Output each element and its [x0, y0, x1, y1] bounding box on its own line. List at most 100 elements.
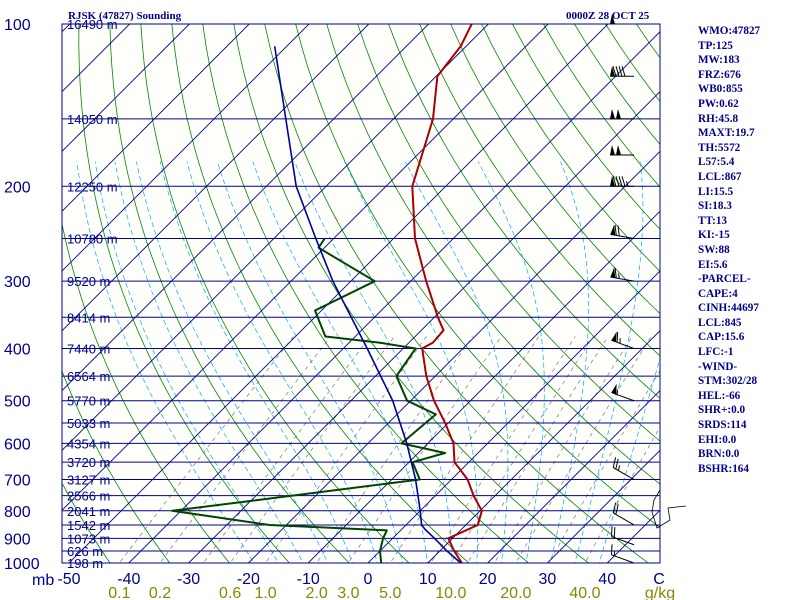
pressure-tick-label: 100 — [4, 17, 31, 34]
moist-adiabat-line — [94, 161, 279, 563]
wind-barb — [610, 145, 634, 156]
temperature-tick-label: -20 — [237, 571, 260, 588]
wind-barb-full — [621, 66, 626, 77]
pressure-tick-label: 300 — [4, 274, 31, 291]
wind-barb-half — [618, 273, 620, 279]
mixing-ratio-line — [229, 336, 395, 563]
index-item: WB0:855 — [698, 83, 743, 96]
index-item: LI:15.5 — [698, 185, 734, 198]
plot-border — [61, 23, 661, 564]
parcel-profile-line — [273, 46, 463, 563]
height-label: 2041 m — [67, 504, 110, 519]
isotherm-line — [187, 90, 660, 563]
index-item: EI:5.6 — [698, 258, 728, 271]
sounding-time: 0000Z 28 OCT 25 — [566, 10, 650, 22]
index-item: KI:-15 — [698, 229, 730, 242]
mixing-ratio-label: 0.2 — [149, 585, 171, 600]
wind-barb-pennant — [610, 176, 615, 187]
dry-adiabat-line — [202, 24, 530, 563]
height-label: 14050 m — [67, 112, 118, 127]
index-item: SW:88 — [698, 243, 730, 256]
temperature-profile-line — [411, 24, 483, 563]
dry-adiabat-line — [62, 482, 111, 563]
moist-adiabat-line — [114, 161, 304, 563]
height-label: 3720 m — [67, 455, 110, 470]
height-labels: 16490 m 14050 m 12250 m 10780 m 9520 m 8414 m… — [67, 17, 118, 571]
index-item: L57:5.4 — [698, 156, 735, 169]
index-item: BSHR:164 — [698, 462, 749, 475]
wind-barb-pennant — [616, 145, 621, 155]
isotherm-line — [62, 24, 490, 452]
wind-barb-full — [615, 458, 619, 470]
index-item: CINH:44697 — [698, 302, 759, 315]
wind-barb-staff — [612, 467, 635, 480]
pressure-unit-label: mb — [32, 572, 54, 589]
mixing-ratio-line — [493, 336, 633, 563]
wind-barb-pennant — [610, 14, 615, 24]
isotherm-line — [62, 24, 430, 392]
dry-adiabat-line — [171, 24, 470, 563]
moist-adiabat-line — [574, 161, 644, 563]
mixing-ratio-label: 1.0 — [254, 585, 276, 600]
mixing-ratio-label: 20.0 — [500, 585, 531, 600]
height-label: 9520 m — [67, 274, 110, 289]
index-item: SRDS:114 — [698, 419, 747, 432]
moist-adiabat-line — [76, 161, 255, 563]
wind-barb-full — [612, 457, 617, 468]
wind-barb-full — [621, 176, 626, 187]
wind-barb-full — [615, 176, 620, 187]
wind-barb-staff — [612, 512, 635, 526]
wind-barb-full — [616, 331, 619, 343]
dry-adiabat-line — [481, 24, 660, 272]
dry-adiabat-line — [450, 24, 660, 315]
index-item: TT:13 — [698, 214, 728, 227]
index-item: MW:183 — [698, 54, 740, 67]
height-label: 4354 m — [67, 436, 110, 451]
wind-barbs — [610, 14, 635, 564]
wind-barb — [612, 502, 635, 526]
moist-adiabat-line — [404, 161, 509, 563]
temperature-tick-label: 40 — [598, 571, 616, 588]
isotherm-line — [62, 24, 370, 332]
moist-adiabat-line — [344, 161, 479, 563]
hodograph-trace — [651, 489, 687, 529]
mixing-ratio-line — [202, 336, 371, 563]
station-title: RJSK (47827) Sounding — [68, 10, 182, 22]
dewpoint-profile-line — [171, 237, 447, 563]
moist-adiabat-line — [550, 161, 589, 563]
height-label: 198 m — [67, 556, 103, 571]
wind-barb — [610, 267, 635, 282]
height-label: 1542 m — [67, 518, 110, 533]
wind-barb-half — [626, 181, 629, 187]
mixing-ratio-line — [467, 336, 609, 563]
mixing-ratio-label: 10.0 — [435, 585, 466, 600]
height-label: 12250 m — [67, 179, 118, 194]
dry-adiabat-line — [62, 369, 171, 563]
wind-barb-pennant — [611, 383, 617, 395]
index-item: -PARCEL- — [698, 273, 751, 286]
mixing-ratio-line — [450, 336, 594, 563]
mixing-ratio-line — [515, 336, 652, 563]
wind-barb-full — [617, 225, 620, 236]
temperature-unit-label: C — [653, 571, 665, 588]
temperature-tick-label: -40 — [117, 571, 140, 588]
index-item: LCL:845 — [698, 316, 742, 329]
wind-barb-full — [612, 66, 617, 77]
temperature-tick-label: -30 — [177, 571, 200, 588]
temperature-tick-label: -50 — [57, 571, 80, 588]
wind-barb — [611, 331, 635, 349]
isotherm-line — [307, 210, 660, 563]
wind-barb — [610, 224, 635, 239]
wind-barb-full — [613, 527, 616, 538]
wind-barb-pennant — [610, 145, 615, 155]
mixing-ratio-line — [118, 336, 294, 563]
mixing-ratio-line — [389, 336, 540, 563]
isotherm-line — [367, 270, 660, 563]
isotherm-line — [486, 389, 660, 563]
pressure-tick-label: 600 — [4, 436, 31, 453]
wind-barb-pennant — [610, 66, 615, 77]
pressure-axis-labels: 100 200 300 400 500 600 700 800 900 1000 — [4, 17, 40, 573]
dry-adiabat-line — [388, 24, 660, 399]
dry-adiabat-line — [295, 24, 660, 529]
mixing-ratio-label: 0.1 — [108, 585, 130, 600]
